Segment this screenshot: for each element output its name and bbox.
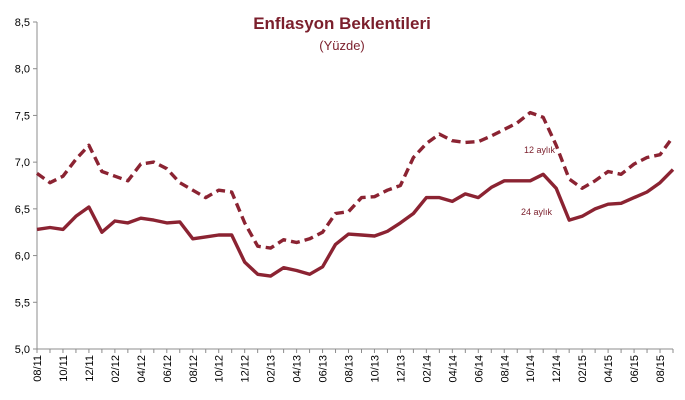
x-tick-label: 12/13: [395, 355, 407, 383]
x-tick-label: 08/12: [188, 355, 200, 383]
x-tick-label: 06/12: [162, 355, 174, 383]
y-tick-label: 5,5: [15, 297, 30, 309]
axes: 5,0 5,5 6,0 6,5 7,0 7,5 8,0 8,5 08/11 10/11 12/11 0…: [15, 17, 674, 383]
x-tick-label: 08/15: [655, 355, 667, 383]
x-tick-label: 04/15: [603, 355, 615, 383]
y-tick-label: 8,5: [15, 17, 30, 29]
x-tick-label: 08/13: [344, 355, 356, 383]
x-tick-label: 04/14: [447, 355, 459, 383]
x-tick-label: 06/15: [629, 355, 641, 383]
x-tick-label: 12/14: [551, 355, 563, 383]
series-line-24-aylik: [36, 168, 675, 278]
x-tick-label: 02/13: [266, 355, 278, 383]
x-tick-label: 02/14: [421, 355, 433, 383]
chart-subtitle: (Yüzde): [319, 38, 365, 53]
y-tick-label: 7,0: [15, 157, 30, 169]
series-label-12: 12 aylık: [524, 145, 556, 155]
y-tick-label: 8,0: [15, 64, 30, 76]
x-tick-label: 08/11: [32, 355, 44, 382]
x-tick-label: 04/12: [136, 355, 148, 383]
x-tick-label: 06/14: [473, 355, 485, 383]
y-tick-label: 5,0: [15, 344, 30, 356]
y-tick-label: 6,0: [15, 251, 30, 263]
chart-title: Enflasyon Beklentileri: [253, 14, 431, 33]
x-tick-label: 12/11: [84, 355, 96, 382]
x-tick-label: 10/11: [58, 355, 70, 382]
x-tick-label: 08/14: [499, 355, 511, 383]
x-tick-label: 02/12: [110, 355, 122, 383]
x-tick-label: 10/13: [369, 355, 381, 383]
series-line-12-aylik: [36, 110, 675, 250]
x-tick-label: 06/13: [318, 355, 330, 383]
series-lines: [36, 110, 675, 278]
y-tick-label: 7,5: [15, 110, 30, 122]
x-tick-label: 10/14: [525, 355, 537, 383]
series-label-24: 24 aylık: [521, 207, 553, 217]
y-tick-label: 6,5: [15, 204, 30, 216]
x-tick-label: 04/13: [292, 355, 304, 383]
x-tick-label: 12/12: [240, 355, 252, 383]
x-tick-label: 10/12: [214, 355, 226, 383]
x-tick-label: 02/15: [577, 355, 589, 383]
